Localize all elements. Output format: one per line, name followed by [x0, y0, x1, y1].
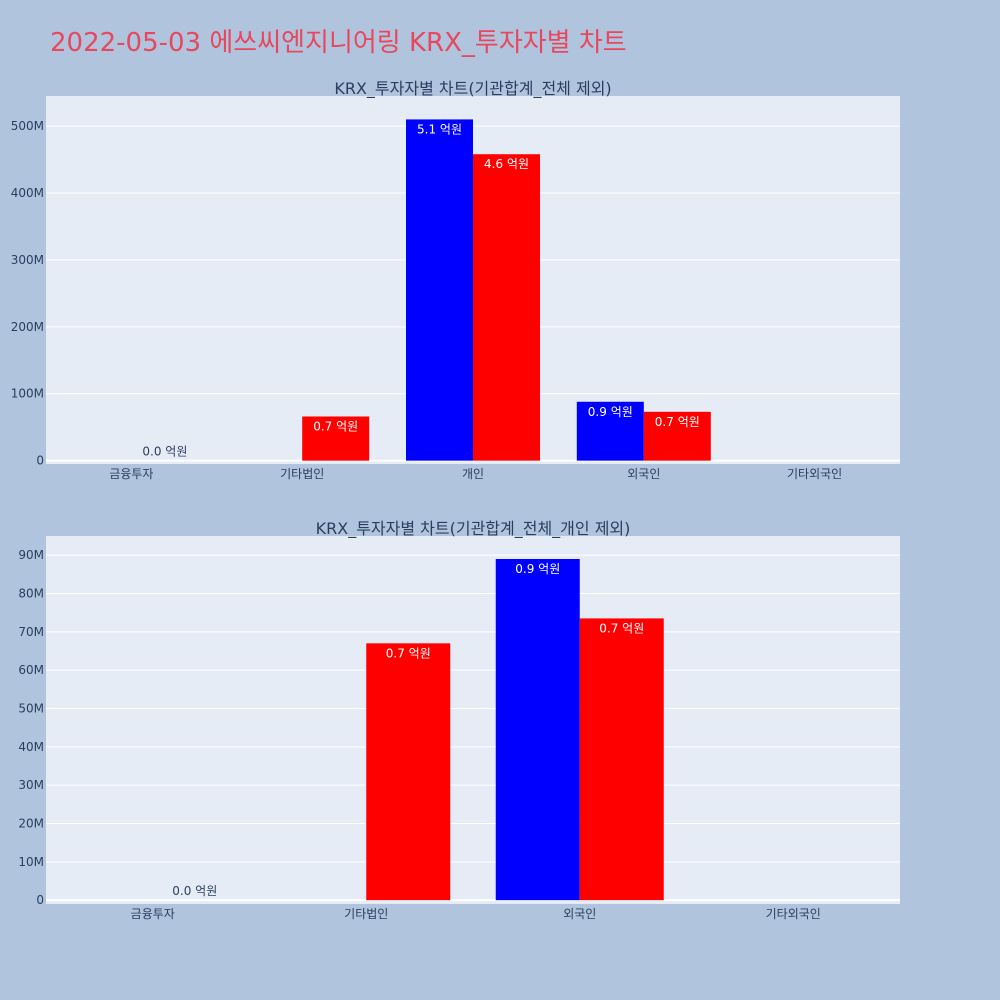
- data-label: 0.7 억원: [655, 415, 700, 429]
- bar-chart-all: KRX_투자자별 차트(기관합계_전체 제외) 0 100M 200M 300M 400M…: [11, 79, 900, 481]
- x-tick-label: 기타법인: [344, 907, 388, 921]
- y-tick-label: 70M: [18, 625, 44, 639]
- buy-bar: [576, 401, 644, 461]
- y-tick-label: 100M: [11, 387, 44, 401]
- y-tick-label: 40M: [18, 740, 44, 754]
- buy-bar: [406, 119, 473, 461]
- y-tick-label: 50M: [18, 702, 44, 716]
- x-tick-label: 기타외국인: [766, 907, 821, 921]
- buy-bar: [495, 559, 580, 901]
- y-tick-label: 30M: [18, 778, 44, 792]
- chart-title: KRX_투자자별 차트(기관합계_전체_개인 제외): [316, 519, 631, 539]
- chart-title: KRX_투자자별 차트(기관합계_전체 제외): [334, 79, 611, 99]
- x-tick-label: 금융투자: [109, 467, 153, 481]
- y-tick-label: 300M: [11, 253, 44, 267]
- y-tick-label: 80M: [18, 587, 44, 601]
- x-tick-label: 개인: [462, 467, 484, 481]
- plot-area: [46, 536, 900, 904]
- y-tick-label: 90M: [18, 548, 44, 562]
- data-label: 0.7 억원: [313, 419, 358, 433]
- data-label: 0.9 억원: [588, 405, 633, 419]
- y-tick-label: 400M: [11, 186, 44, 200]
- x-tick-label: 외국인: [627, 467, 660, 481]
- page-title: 2022-05-03 에쓰씨엔지니어링 KRX_투자자별 차트: [50, 28, 627, 58]
- y-tick-label: 500M: [11, 119, 44, 133]
- x-tick-label: 기타법인: [280, 467, 324, 481]
- x-tick-label: 기타외국인: [787, 467, 842, 481]
- data-label: 0.9 억원: [515, 562, 560, 576]
- data-label: 5.1 억원: [417, 122, 462, 136]
- sell-bar: [302, 416, 370, 461]
- y-tick-label: 0: [36, 893, 44, 907]
- y-tick-label: 200M: [11, 320, 44, 334]
- y-tick-label: 60M: [18, 663, 44, 677]
- y-tick-label: 20M: [18, 817, 44, 831]
- data-label: 0.7 억원: [599, 621, 644, 635]
- y-tick-label: 10M: [18, 855, 44, 869]
- data-label: 4.6 억원: [484, 157, 529, 171]
- x-tick-label: 금융투자: [131, 907, 175, 921]
- y-tick-label: 0: [36, 454, 44, 468]
- data-label: 0.7 억원: [386, 646, 431, 660]
- data-label: 0.0 억원: [172, 884, 217, 898]
- bar-chart-excl-individual: KRX_투자자별 차트(기관합계_전체_개인 제외) 0 10M 20M 30M 40M 5…: [18, 519, 900, 921]
- x-tick-label: 외국인: [563, 907, 596, 921]
- sell-bar: [366, 643, 451, 901]
- data-label: 0.0 억원: [142, 445, 187, 459]
- sell-bar: [579, 618, 664, 901]
- sell-bar: [643, 411, 711, 461]
- sell-bar: [473, 154, 540, 461]
